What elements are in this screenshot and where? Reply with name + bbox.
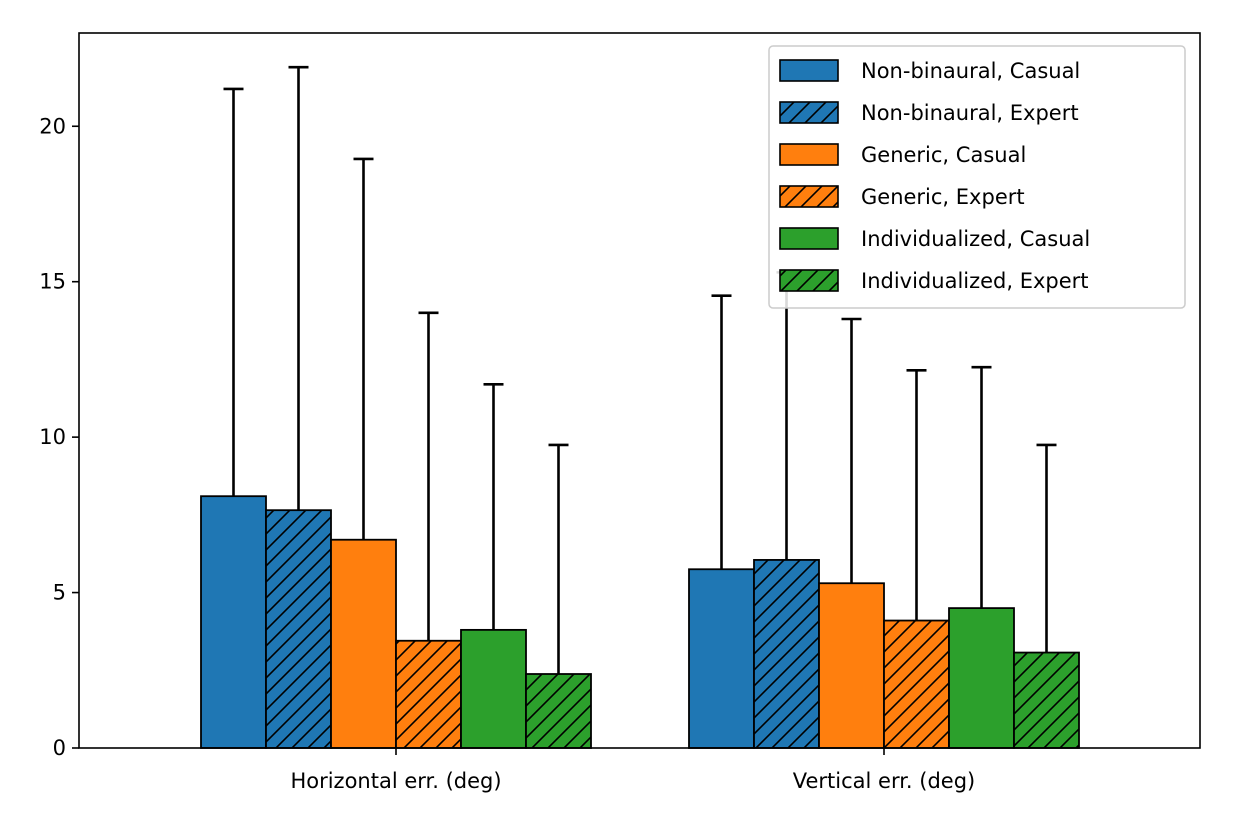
bar-group [688,568,755,749]
y-tick-label: 5 [53,581,66,605]
legend-swatch [780,228,838,249]
x-axis: Horizontal err. (deg) Vertical err. (deg) [290,748,975,793]
bar-hatch [396,640,461,748]
error-bar [1036,443,1057,653]
y-tick-label: 0 [53,736,66,760]
legend-swatch-outline [779,59,839,82]
legend: Non-binaural, Casual Non-binaural, Expert… [768,45,1186,309]
bar [949,608,1014,748]
bar-group [200,495,267,749]
bar-hatch [266,510,331,748]
legend-swatch-hatch [780,186,838,207]
legend-item: Individualized, Casual [779,227,1090,251]
bar-group [460,628,527,749]
error-bar [841,317,862,584]
bar-hatch [754,559,819,748]
bar-group [265,509,332,749]
bar [331,539,396,748]
error-bar [288,65,309,511]
bar [461,629,526,748]
legend-swatch-outline [779,143,839,166]
x-tick-label: Horizontal err. (deg) [290,769,501,793]
legend-item: Individualized, Expert [779,269,1089,293]
legend-label: Generic, Casual [861,143,1026,167]
axes-frame [78,32,1201,749]
legend-label: Individualized, Expert [861,269,1089,293]
legend-item: Generic, Expert [779,185,1025,209]
x-tick-label: Vertical err. (deg) [793,769,976,793]
legend-label: Non-binaural, Expert [861,101,1079,125]
legend-box [768,45,1186,309]
y-tick-label: 15 [39,270,66,294]
legend-swatch [780,60,838,81]
legend-swatch-outline [779,269,839,292]
error-bar [418,311,439,641]
bar-hatch [1014,652,1079,748]
bar-group [818,582,885,749]
bar-group [753,559,820,749]
error-bar [483,382,504,630]
bar [819,583,884,748]
legend-label: Individualized, Casual [861,227,1090,251]
error-bar [971,365,992,609]
legend-label: Non-binaural, Casual [861,59,1080,83]
error-bar [906,368,927,621]
legend-item: Non-binaural, Expert [779,101,1079,125]
bar [201,496,266,748]
bar-group [525,673,592,749]
bar-group [330,538,397,749]
legend-label: Generic, Expert [861,185,1025,209]
legend-item: Generic, Casual [779,143,1026,167]
errorbars-layer [223,65,1057,675]
y-tick-label: 10 [39,425,66,449]
legend-swatch [780,144,838,165]
bar-group [883,619,950,749]
legend-swatch-hatch [780,102,838,123]
legend-swatch-outline [779,101,839,124]
bar-hatch [884,620,949,748]
y-axis: 0 5 10 15 20 [39,114,79,760]
bar-group [395,639,462,749]
y-tick-label: 20 [39,114,66,138]
legend-item: Non-binaural, Casual [779,59,1080,83]
error-bar [548,443,569,675]
bars-layer [200,495,1080,749]
bar [689,569,754,748]
bar-group [1013,651,1080,749]
error-bar [223,87,244,497]
error-bar [711,294,732,570]
legend-swatch-hatch [780,270,838,291]
bar-hatch [526,674,591,748]
legend-swatch-outline [779,227,839,250]
error-bar [353,157,374,540]
bar-group [948,607,1015,749]
legend-swatch-outline [779,185,839,208]
